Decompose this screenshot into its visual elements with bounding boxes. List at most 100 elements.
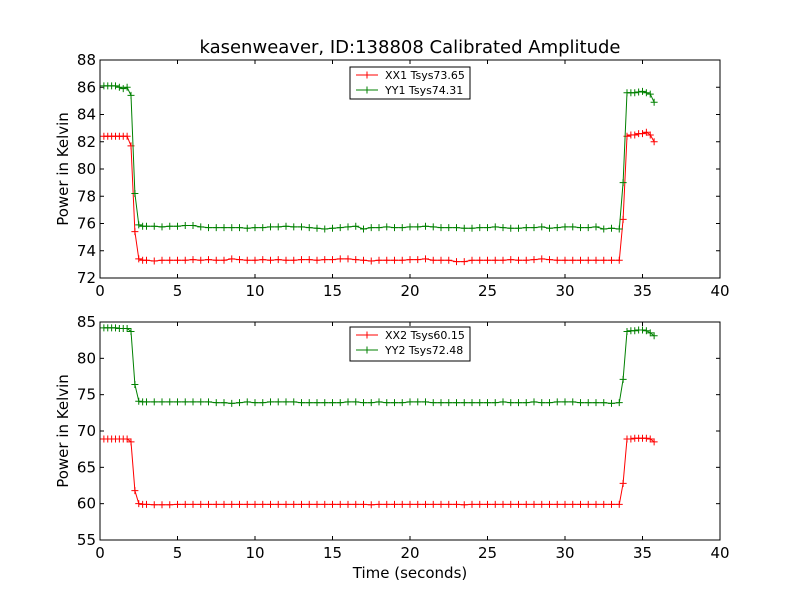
bottom-series-0-point bbox=[367, 501, 375, 509]
top-series-1-point bbox=[220, 224, 228, 232]
top-series-0-point bbox=[228, 255, 236, 263]
bottom-series-0-point bbox=[127, 438, 135, 446]
bottom-series-1-point bbox=[398, 399, 406, 407]
bottom-legend-marker-1 bbox=[363, 346, 371, 354]
top-series-1-point bbox=[584, 224, 592, 232]
bottom-series-0-point bbox=[584, 500, 592, 508]
bottom-series-1-point bbox=[577, 399, 584, 407]
bottom-series-1-point bbox=[143, 398, 150, 406]
bottom-series-1-point bbox=[112, 324, 119, 332]
top-x-tick-label: 25 bbox=[478, 282, 497, 300]
top-series-1-point bbox=[491, 223, 499, 231]
top-series-0-point bbox=[650, 138, 658, 146]
bottom-series-1-point bbox=[135, 397, 143, 405]
bottom-series-1-point bbox=[650, 332, 658, 340]
top-y-tick-label: 80 bbox=[77, 160, 96, 178]
top-series-1-point bbox=[546, 224, 553, 232]
top-series-1-point bbox=[135, 221, 143, 229]
bottom-legend-marker-0 bbox=[363, 331, 371, 339]
bottom-series-0-point bbox=[228, 500, 236, 508]
bottom-series-1-point bbox=[608, 399, 615, 407]
top-series-1-point bbox=[321, 225, 329, 233]
top-series-0-point bbox=[491, 256, 499, 264]
top-series-1-point bbox=[115, 83, 123, 91]
bottom-series-1-point bbox=[158, 398, 166, 406]
bottom-series-0-point bbox=[321, 500, 329, 508]
bottom-series-1-point bbox=[646, 329, 654, 337]
top-series-0-point bbox=[197, 256, 205, 264]
top-series-1-point bbox=[538, 223, 546, 231]
top-series-0-point bbox=[329, 256, 336, 264]
bottom-x-tick-label: 0 bbox=[95, 544, 105, 562]
bottom-series-0-point bbox=[150, 501, 158, 509]
top-series-0-point bbox=[600, 256, 608, 264]
top-series-1-point bbox=[414, 223, 422, 231]
bottom-series-1-line bbox=[103, 327, 655, 404]
top-series-1-point bbox=[251, 224, 259, 232]
top-series-0-point bbox=[569, 256, 577, 264]
top-series-0-point bbox=[166, 256, 174, 264]
bottom-series-0-point bbox=[143, 500, 150, 508]
top-x-tick-label: 30 bbox=[555, 282, 574, 300]
top-series-1-point bbox=[398, 224, 406, 232]
bottom-series-1-point bbox=[406, 398, 414, 406]
top-y-tick-label: 82 bbox=[77, 133, 96, 151]
bottom-series-0-point bbox=[507, 500, 515, 508]
bottom-series-1-point bbox=[313, 399, 321, 407]
top-series-1-point bbox=[639, 87, 646, 95]
top-series-0-point bbox=[150, 257, 158, 265]
top-legend-marker-1 bbox=[363, 86, 371, 94]
bottom-series-1-point bbox=[515, 399, 522, 407]
top-series-1-point bbox=[600, 225, 608, 233]
bottom-series-1-point bbox=[391, 399, 398, 407]
top-series-0-point bbox=[445, 256, 453, 264]
bottom-series-0-point bbox=[243, 500, 251, 508]
top-series-0-point bbox=[189, 256, 197, 264]
top-series-0-point bbox=[174, 256, 181, 264]
bottom-series-1-point bbox=[453, 399, 460, 407]
top-series-0-point bbox=[205, 256, 212, 264]
top-series-0-point bbox=[158, 256, 166, 264]
bottom-series-1-point bbox=[127, 327, 135, 335]
top-series-0-point bbox=[584, 256, 592, 264]
bottom-series-1-point bbox=[259, 399, 267, 407]
top-series-1-point bbox=[460, 224, 468, 232]
top-x-tick-label: 35 bbox=[633, 282, 652, 300]
top-series-1-point bbox=[212, 224, 220, 232]
bottom-series-0-point bbox=[383, 500, 391, 508]
top-series-0-point bbox=[251, 256, 259, 264]
top-x-tick-label: 15 bbox=[323, 282, 342, 300]
top-series-1-point bbox=[189, 222, 197, 230]
bottom-series-0-point bbox=[453, 500, 460, 508]
bottom-series-1-point bbox=[476, 399, 484, 407]
top-series-0-point bbox=[123, 132, 131, 140]
top-series-0-point bbox=[460, 258, 468, 266]
top-series-0-point bbox=[577, 256, 584, 264]
bottom-series-1-point bbox=[282, 398, 290, 406]
top-series-0-point bbox=[499, 256, 507, 264]
top-y-tick-label: 76 bbox=[77, 215, 96, 233]
top-series-0-point bbox=[592, 256, 600, 264]
bottom-x-tick-label: 5 bbox=[173, 544, 183, 562]
bottom-series-0-point bbox=[515, 500, 522, 508]
top-series-0-point bbox=[212, 256, 220, 264]
bottom-legend bbox=[349, 326, 471, 362]
top-legend-label-1: YY1 Tsys74.31 bbox=[384, 84, 463, 97]
top-series-1-point bbox=[391, 224, 398, 232]
bottom-series-0-point bbox=[422, 500, 429, 508]
top-series-1-point bbox=[127, 91, 135, 99]
top-series-1-point bbox=[453, 224, 460, 232]
bottom-series-0-point bbox=[166, 501, 174, 509]
bottom-series-0-point bbox=[131, 487, 139, 495]
bottom-x-tick-label: 30 bbox=[555, 544, 574, 562]
top-series-1-point bbox=[174, 222, 181, 230]
bottom-legend-label-0: XX2 Tsys60.15 bbox=[385, 329, 465, 342]
top-series-0-point bbox=[507, 256, 515, 264]
bottom-series-0-point bbox=[414, 500, 422, 508]
bottom-series-0-point bbox=[398, 500, 406, 508]
top-series-0-point bbox=[267, 256, 274, 264]
bottom-series-0-point bbox=[642, 434, 650, 442]
bottom-series-0-point bbox=[538, 500, 546, 508]
top-series-1-point bbox=[642, 89, 650, 97]
bottom-y-tick-label: 80 bbox=[77, 349, 96, 367]
